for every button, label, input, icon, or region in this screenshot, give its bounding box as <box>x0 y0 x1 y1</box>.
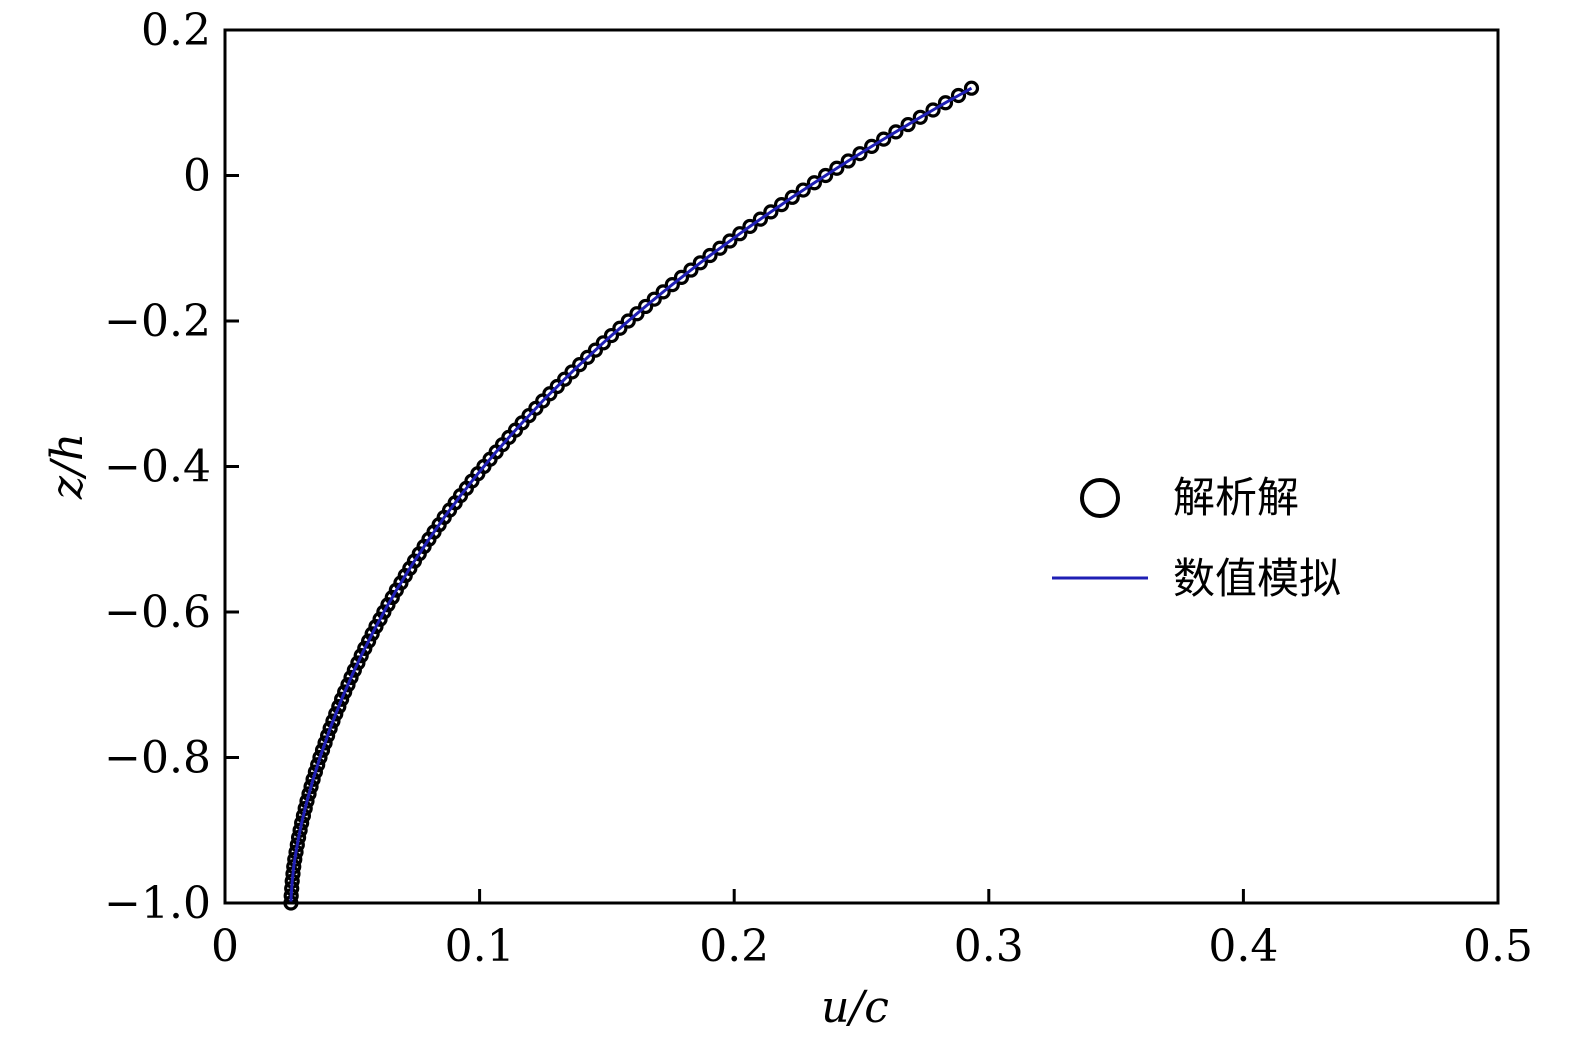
analytic-marker <box>301 786 317 802</box>
x-tick-label: 0.3 <box>954 921 1024 972</box>
analytic-marker <box>360 633 377 649</box>
analytic-marker <box>742 218 758 235</box>
analytic-marker <box>340 677 356 693</box>
analytic-marker <box>888 124 904 140</box>
analytic-marker <box>317 735 333 751</box>
y-tick-label: −1.0 <box>104 878 211 929</box>
analytic-marker <box>950 87 967 104</box>
analytic-marker <box>655 284 671 300</box>
analytic-marker <box>937 95 954 111</box>
analytic-marker <box>320 728 336 744</box>
analytic-marker <box>692 255 708 271</box>
analytic-marker <box>806 175 822 191</box>
y-tick-label: −0.2 <box>104 296 211 347</box>
analytic-marker <box>712 240 728 256</box>
x-axis-ticks: 0 0.1 0.2 0.3 0.4 0.5 <box>211 889 1533 972</box>
analytic-marker <box>829 160 845 176</box>
analytic-marker <box>876 131 892 147</box>
analytic-marker <box>752 211 769 227</box>
legend: 解析解 数值模拟 <box>1052 473 1341 603</box>
analytic-marker <box>353 648 369 664</box>
x-tick-label: 0 <box>211 921 239 972</box>
analytic-marker <box>312 749 328 766</box>
analytic-marker <box>303 778 319 795</box>
analytic-marker <box>795 182 811 198</box>
analytic-marker <box>305 771 321 787</box>
analytic-marker <box>963 80 980 96</box>
x-tick-label: 0.2 <box>699 921 769 972</box>
legend-label-analytic: 解析解 <box>1173 473 1299 522</box>
legend-label-simulation: 数值模拟 <box>1173 554 1341 603</box>
y-tick-label: 0.2 <box>141 5 211 56</box>
analytic-marker <box>350 655 366 671</box>
x-tick-label: 0.1 <box>445 921 515 972</box>
x-tick-label: 0.4 <box>1208 921 1278 972</box>
analytic-marker <box>784 189 800 205</box>
analytic-marker <box>328 706 344 722</box>
analytic-marker <box>763 204 779 220</box>
analytic-marker <box>612 320 628 336</box>
analytic-marker <box>307 764 323 780</box>
simulation-line <box>289 86 973 904</box>
analytic-marker <box>646 291 662 307</box>
analytic-marker <box>664 277 680 293</box>
analytic-marker <box>343 669 359 686</box>
analytic-marker <box>334 691 350 707</box>
analytic-marker <box>702 247 718 264</box>
analytic-marker <box>310 757 326 773</box>
analytic-marker <box>637 298 654 315</box>
analytic-marker <box>925 102 941 118</box>
analytic-marker <box>346 662 362 678</box>
legend-marker-analytic <box>1080 478 1120 518</box>
y-tick-label: −0.6 <box>104 587 211 638</box>
y-tick-label: 0 <box>183 151 211 202</box>
analytic-marker <box>864 138 880 154</box>
analytic-marker <box>322 720 338 737</box>
analytic-marker <box>852 146 868 162</box>
y-axis-label: z/h <box>42 433 93 500</box>
analytic-marker <box>325 713 341 729</box>
analytic-marker <box>732 226 748 242</box>
analytic-marker <box>900 116 916 133</box>
y-tick-label: −0.4 <box>104 442 211 493</box>
analytic-marker <box>818 167 834 184</box>
analytic-marker <box>629 306 645 322</box>
y-axis-ticks: 0.2 0 −0.2 −0.4 −0.6 −0.8 −1.0 <box>104 5 239 929</box>
analytic-marker <box>840 153 856 169</box>
y-tick-label: −0.8 <box>104 733 211 784</box>
analytic-marker <box>673 269 690 285</box>
analytic-marker <box>314 742 331 758</box>
x-axis-label: u/c <box>821 982 889 1033</box>
analytic-marker <box>603 327 620 344</box>
analytic-marker <box>683 262 699 278</box>
analytic-marker <box>331 698 347 715</box>
analytic-markers <box>283 80 980 911</box>
analytic-marker <box>912 109 928 125</box>
x-tick-label: 0.5 <box>1463 921 1533 972</box>
analytic-marker <box>722 233 738 249</box>
analytic-marker <box>773 197 790 213</box>
analytic-marker <box>620 313 636 329</box>
analytic-marker <box>337 684 353 700</box>
